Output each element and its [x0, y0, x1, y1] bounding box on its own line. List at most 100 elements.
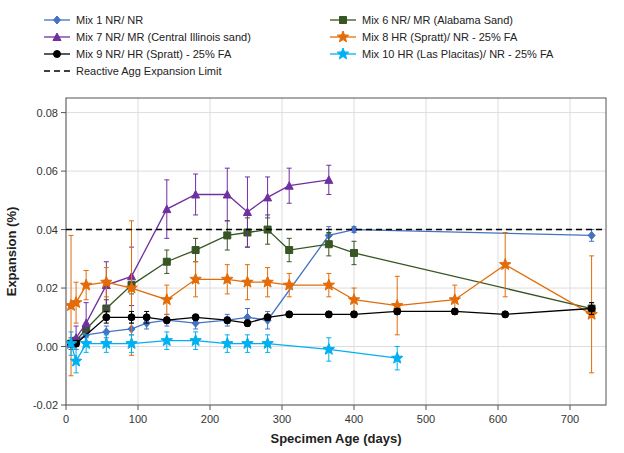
- error-bar: [245, 309, 250, 327]
- grid-line-y: [66, 288, 606, 289]
- legend-item: Reactive Agg Expansion Limit: [44, 65, 222, 77]
- point: [351, 249, 358, 256]
- point: [588, 305, 595, 312]
- grid-line-y: [66, 112, 606, 113]
- error-bar: [225, 221, 230, 250]
- grid-line-y: [66, 346, 606, 347]
- point: [242, 338, 253, 349]
- error-bar: [326, 232, 331, 255]
- point: [163, 316, 170, 324]
- series-line: [71, 230, 592, 344]
- point: [243, 208, 251, 216]
- x-tick: [210, 405, 211, 410]
- legend-marker: [54, 51, 61, 58]
- legend-item: Mix 8 HR (Spratt)/ NR - 25% FA: [330, 31, 518, 43]
- point: [588, 231, 595, 239]
- y-tick: [61, 171, 66, 172]
- grid-line-x: [570, 98, 571, 405]
- plot-frame: [66, 98, 606, 405]
- x-tick: [282, 405, 283, 410]
- error-bar: [164, 317, 169, 323]
- point: [190, 273, 201, 284]
- series-line: [71, 180, 329, 344]
- point: [264, 193, 272, 201]
- grid-line-x: [498, 98, 499, 405]
- x-tick: [354, 405, 355, 410]
- x-tick-label: 200: [201, 413, 219, 425]
- point: [70, 297, 81, 308]
- x-tick: [138, 405, 139, 410]
- y-tick: [61, 288, 66, 289]
- point: [192, 247, 199, 254]
- error-bar: [129, 311, 134, 323]
- y-tick-label: 0.00: [37, 341, 58, 353]
- grid-line-x: [138, 98, 139, 405]
- error-bar: [287, 311, 292, 317]
- grid-line-y: [66, 171, 606, 172]
- legend-item: Mix 7 NR/ MR (Central Illinois sand): [44, 31, 251, 43]
- x-tick-label: 700: [561, 413, 579, 425]
- point: [348, 294, 359, 305]
- point: [192, 190, 200, 198]
- point: [351, 311, 358, 318]
- y-tick-label: 0.02: [37, 282, 58, 294]
- point: [161, 294, 172, 305]
- point: [283, 279, 294, 290]
- point: [163, 258, 170, 265]
- error-bar: [164, 314, 169, 326]
- grid-line-x: [282, 98, 283, 405]
- legend-marker: [53, 33, 61, 41]
- point: [286, 311, 293, 318]
- point: [103, 314, 110, 321]
- point: [588, 305, 595, 312]
- legend-item: Mix 10 HR (Las Placitas)/ NR - 25% FA: [330, 48, 554, 60]
- point: [451, 308, 458, 315]
- point: [143, 314, 150, 321]
- error-bar: [589, 230, 594, 242]
- series: [68, 303, 596, 347]
- error-bar: [503, 311, 508, 317]
- legend-label: Mix 9 NR/ HR (Spratt) - 25% FA: [76, 48, 232, 60]
- y-tick: [61, 346, 66, 347]
- x-tick: [426, 405, 427, 410]
- point: [192, 314, 199, 321]
- series: [66, 229, 606, 230]
- point: [163, 205, 171, 213]
- legend-label: Reactive Agg Expansion Limit: [76, 65, 222, 77]
- point: [242, 276, 253, 287]
- legend-marker: [337, 48, 348, 59]
- point: [323, 343, 334, 354]
- point: [222, 338, 233, 349]
- point: [325, 311, 332, 318]
- x-tick-label: 300: [273, 413, 291, 425]
- y-axis-label: Expansion (%): [4, 207, 19, 297]
- y-tick: [61, 229, 66, 230]
- series: [66, 221, 597, 376]
- legend-marker: [337, 31, 348, 42]
- plot-data: [66, 165, 606, 376]
- y-tick-label: -0.02: [33, 399, 58, 411]
- x-tick: [66, 405, 67, 410]
- series: [68, 215, 596, 347]
- point: [190, 335, 201, 346]
- point: [285, 182, 293, 190]
- x-tick: [570, 405, 571, 410]
- x-tick-label: 0: [63, 413, 69, 425]
- reference-line: [66, 229, 606, 231]
- chart: 0100200300400500600700-0.020.000.020.040…: [0, 0, 624, 453]
- error-bar: [225, 314, 230, 326]
- error-bar: [265, 314, 270, 320]
- series-line: [71, 309, 592, 344]
- series-line: [71, 265, 592, 315]
- point: [224, 316, 231, 324]
- error-bar: [193, 314, 198, 320]
- point: [286, 247, 293, 254]
- point: [264, 314, 271, 321]
- error-bar: [352, 311, 357, 317]
- point: [262, 276, 273, 287]
- point: [449, 294, 460, 305]
- point: [101, 276, 112, 287]
- point: [80, 338, 91, 349]
- error-bar: [589, 303, 594, 315]
- point: [502, 311, 509, 318]
